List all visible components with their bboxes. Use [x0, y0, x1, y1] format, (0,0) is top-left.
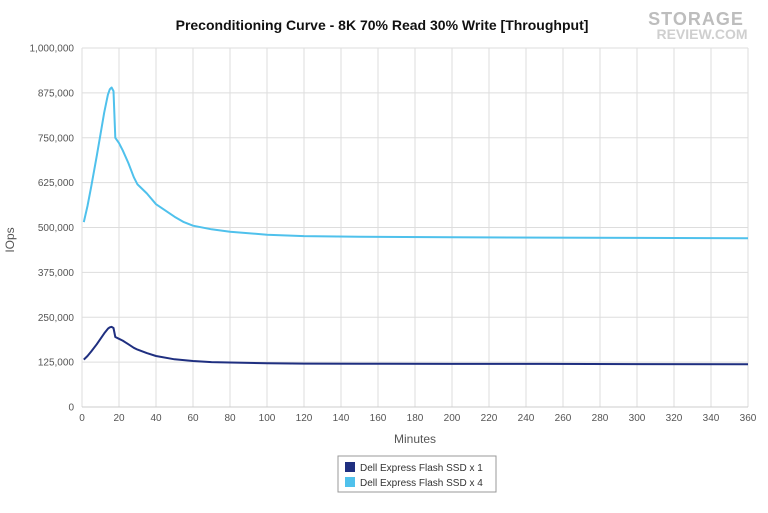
- x-tick-label: 260: [555, 413, 572, 424]
- x-tick-label: 80: [224, 413, 236, 424]
- series-line-ssd-x1: [83, 325, 749, 366]
- x-tick-label: 300: [629, 413, 646, 424]
- x-tick-label: 40: [150, 413, 162, 424]
- x-axis-ticks: 0 20 40 60 80 100 120 140 160 180 200 220 240 260 280 3…: [79, 413, 757, 424]
- y-axis-title: IOps: [3, 227, 17, 252]
- legend-label-ssd-x4: Dell Express Flash SSD x 4: [360, 478, 483, 489]
- x-tick-label: 120: [296, 413, 313, 424]
- legend-swatch-ssd-x4: [345, 477, 355, 487]
- y-tick-label: 500,000: [38, 223, 75, 234]
- grid-lines: [81, 47, 749, 408]
- x-tick-label: 280: [592, 413, 609, 424]
- y-tick-label: 125,000: [38, 358, 75, 369]
- x-tick-label: 200: [444, 413, 461, 424]
- x-tick-label: 20: [113, 413, 125, 424]
- y-tick-label: 1,000,000: [30, 44, 75, 55]
- legend-label-ssd-x1: Dell Express Flash SSD x 1: [360, 463, 483, 474]
- y-tick-label: 0: [68, 403, 74, 414]
- x-tick-label: 180: [407, 413, 424, 424]
- y-tick-label: 625,000: [38, 178, 75, 189]
- x-tick-label: 60: [187, 413, 199, 424]
- y-tick-label: 875,000: [38, 88, 75, 99]
- x-tick-label: 360: [740, 413, 757, 424]
- x-tick-label: 140: [333, 413, 350, 424]
- x-axis-title: Minutes: [394, 432, 436, 446]
- logo-line-1: STORAGE: [648, 9, 744, 29]
- x-tick-label: 100: [259, 413, 276, 424]
- x-tick-label: 240: [518, 413, 535, 424]
- y-tick-label: 750,000: [38, 133, 75, 144]
- series-lines: [82, 86, 749, 366]
- series-line-ssd-x4: [82, 86, 749, 240]
- legend-swatch-ssd-x1: [345, 462, 355, 472]
- y-axis-ticks: 0 125,000 250,000 375,000 500,000 625,000 750,…: [30, 44, 75, 414]
- x-tick-label: 340: [703, 413, 720, 424]
- x-tick-label: 320: [666, 413, 683, 424]
- x-tick-label: 0: [79, 413, 85, 424]
- legend: Dell Express Flash SSD x 1 Dell Express …: [337, 455, 497, 493]
- legend-box: [337, 455, 497, 493]
- y-tick-label: 250,000: [38, 313, 75, 324]
- x-tick-label: 220: [481, 413, 498, 424]
- chart-title: Preconditioning Curve - 8K 70% Read 30% …: [176, 17, 589, 33]
- logo-line-2: REVIEW.COM: [656, 26, 747, 42]
- x-tick-label: 160: [370, 413, 387, 424]
- site-logo: STORAGE REVIEW.COM: [648, 9, 747, 42]
- y-tick-label: 375,000: [38, 268, 75, 279]
